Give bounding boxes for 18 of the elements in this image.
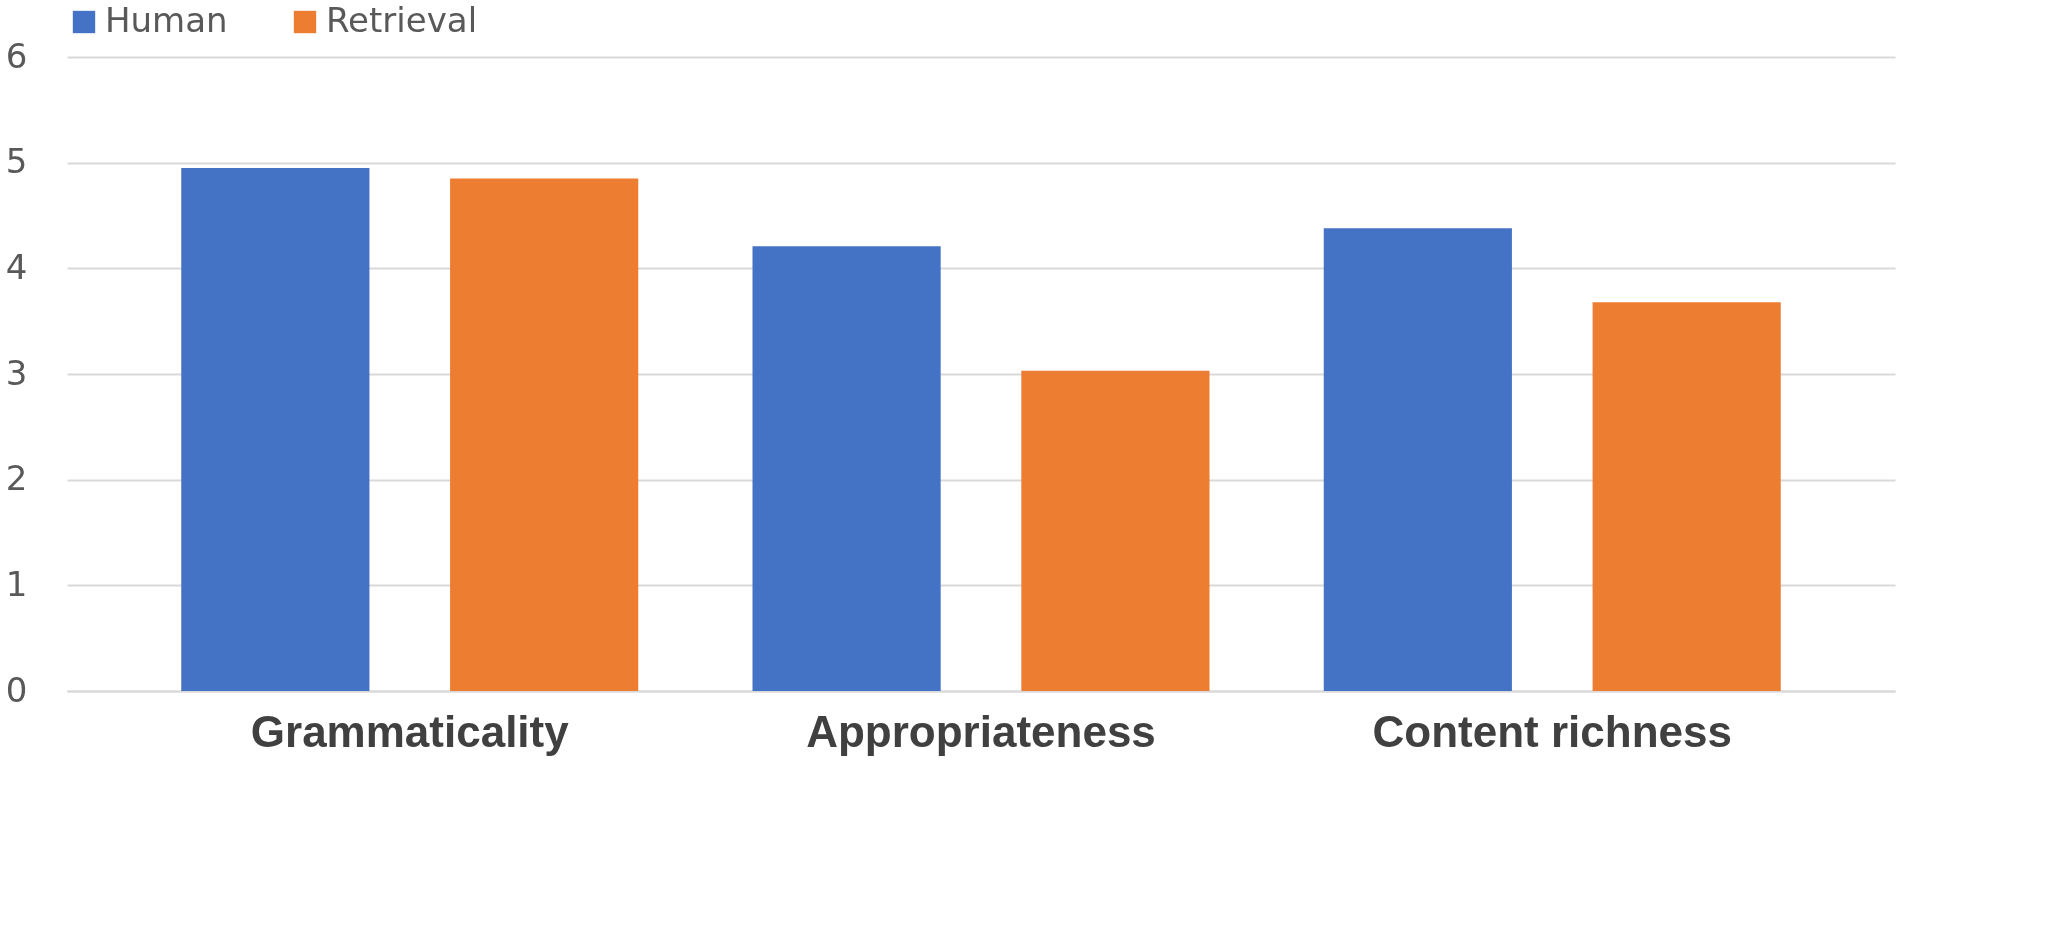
- y-tick-label: 3: [5, 352, 28, 393]
- bar: [1592, 302, 1781, 691]
- x-tick-label: Appropriateness: [806, 706, 1156, 756]
- x-tick-label: Content richness: [1372, 706, 1732, 756]
- x-tick-label: Grammaticality: [250, 706, 570, 756]
- legend-label: Retrieval: [326, 0, 478, 40]
- bar: [1323, 228, 1512, 691]
- legend-label: Human: [105, 0, 228, 40]
- y-tick-label: 4: [5, 246, 28, 287]
- y-tick-label: 0: [5, 669, 28, 710]
- bar: [181, 167, 370, 691]
- y-tick-label: 2: [5, 458, 28, 499]
- y-tick-label: 6: [5, 35, 28, 76]
- y-tick-label: 1: [5, 563, 28, 604]
- y-tick-label: 5: [5, 141, 28, 182]
- bar: [450, 178, 639, 691]
- bar: [752, 246, 941, 691]
- bar: [1021, 370, 1210, 691]
